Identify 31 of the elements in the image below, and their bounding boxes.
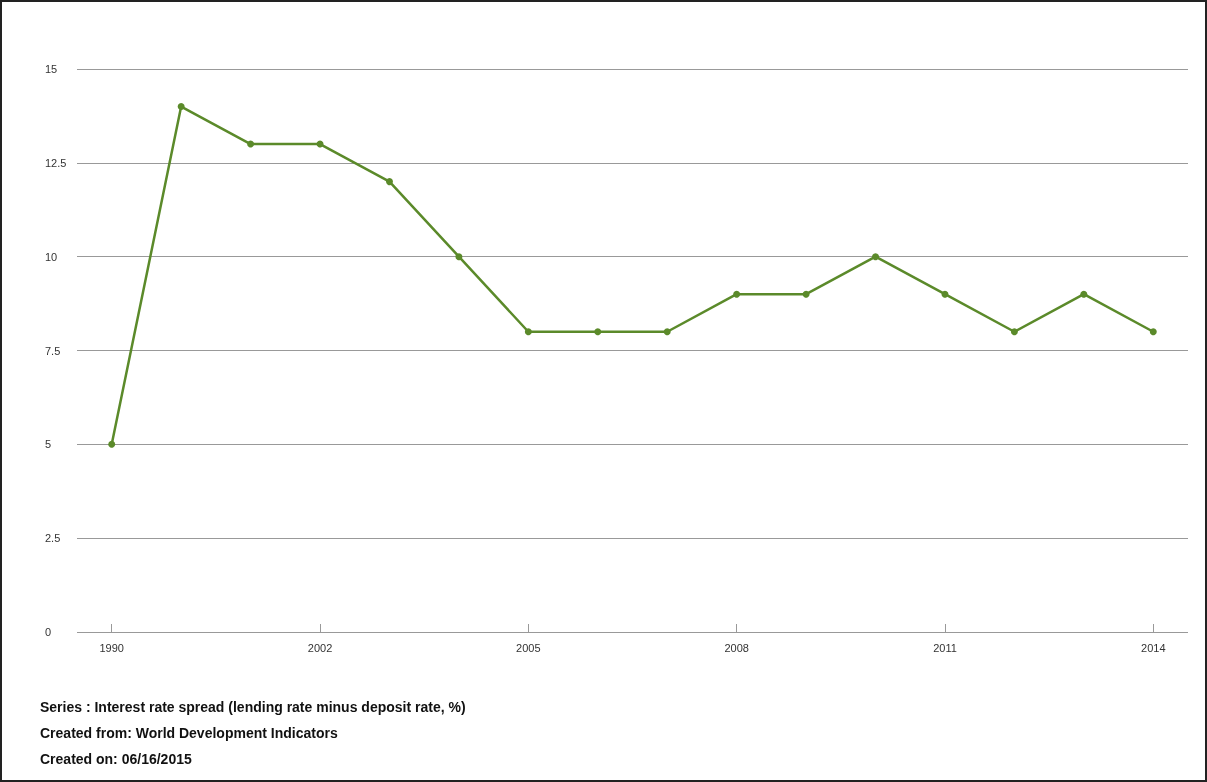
y-tick-label: 7.5 bbox=[45, 344, 61, 357]
x-tick-label: 1990 bbox=[99, 641, 124, 654]
point bbox=[247, 140, 255, 148]
point bbox=[524, 328, 532, 336]
y-tick-label: 0 bbox=[45, 626, 52, 638]
point bbox=[941, 290, 949, 298]
point bbox=[594, 328, 602, 336]
y-tick-label: 15 bbox=[45, 63, 58, 75]
point bbox=[663, 328, 671, 336]
x-tick-label: 2014 bbox=[1141, 641, 1166, 654]
y-tick-label: 2.5 bbox=[45, 532, 61, 545]
point bbox=[108, 440, 116, 448]
point bbox=[802, 290, 810, 298]
point bbox=[385, 178, 393, 186]
x-tick-label: 2011 bbox=[933, 641, 957, 654]
x-tick-label: 2008 bbox=[724, 641, 749, 654]
point bbox=[1010, 328, 1018, 336]
point bbox=[872, 253, 880, 261]
x-tick-label: 2005 bbox=[516, 641, 541, 654]
x-tick-label: 2002 bbox=[307, 641, 333, 654]
point bbox=[733, 290, 741, 298]
text: Created on: 06/16/2015 bbox=[40, 750, 193, 769]
y-tick-label: 10 bbox=[45, 250, 58, 263]
point bbox=[455, 253, 463, 261]
text: Series : Interest rate spread (lending rate minus deposit rate, %) bbox=[40, 698, 466, 717]
y-tick-label: 5 bbox=[45, 438, 52, 451]
point bbox=[177, 103, 185, 111]
text: Created from: World Development Indicators bbox=[40, 724, 339, 743]
point bbox=[1080, 290, 1088, 298]
y-tick-label: 12.5 bbox=[45, 156, 67, 169]
point bbox=[1149, 328, 1157, 336]
